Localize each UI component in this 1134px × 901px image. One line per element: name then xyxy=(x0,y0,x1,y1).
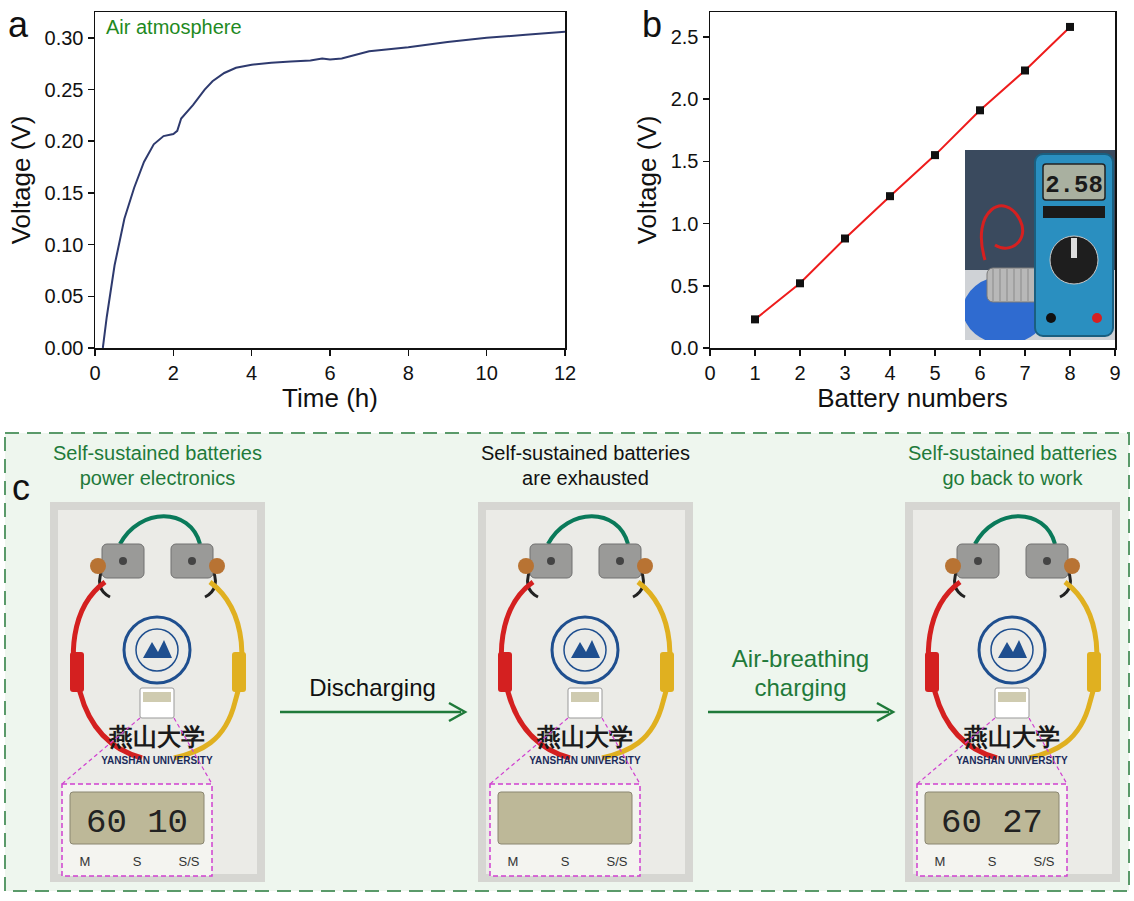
svg-text:2.58: 2.58 xyxy=(1045,172,1103,199)
svg-text:YANSHAN UNIVERSITY: YANSHAN UNIVERSITY xyxy=(956,755,1068,766)
svg-text:0.15: 0.15 xyxy=(45,182,84,204)
svg-text:power electronics: power electronics xyxy=(80,467,236,489)
svg-text:Self-sustained batteries: Self-sustained batteries xyxy=(481,442,690,464)
svg-text:2.5: 2.5 xyxy=(671,26,699,48)
svg-text:4: 4 xyxy=(884,362,895,384)
svg-text:are exhausted: are exhausted xyxy=(522,467,649,489)
svg-text:S/S: S/S xyxy=(1034,854,1055,869)
svg-text:S/S: S/S xyxy=(179,854,200,869)
svg-text:c: c xyxy=(12,467,30,508)
svg-text:Air atmosphere: Air atmosphere xyxy=(106,16,242,38)
svg-text:2.0: 2.0 xyxy=(671,88,699,110)
svg-text:8: 8 xyxy=(1064,362,1075,384)
svg-text:7: 7 xyxy=(1019,362,1030,384)
svg-text:Discharging: Discharging xyxy=(309,674,436,701)
svg-text:3: 3 xyxy=(839,362,850,384)
svg-text:M: M xyxy=(935,854,946,869)
svg-text:M: M xyxy=(508,854,519,869)
svg-text:6: 6 xyxy=(324,362,335,384)
svg-text:8: 8 xyxy=(403,362,414,384)
svg-text:0: 0 xyxy=(704,362,715,384)
svg-text:0.0: 0.0 xyxy=(671,337,699,359)
svg-text:S: S xyxy=(988,854,997,869)
svg-text:1.5: 1.5 xyxy=(671,150,699,172)
svg-text:0.00: 0.00 xyxy=(45,337,84,359)
svg-text:10: 10 xyxy=(476,362,498,384)
svg-text:5: 5 xyxy=(929,362,940,384)
svg-text:Self-sustained batteries: Self-sustained batteries xyxy=(53,442,262,464)
svg-text:6: 6 xyxy=(974,362,985,384)
svg-text:0.5: 0.5 xyxy=(671,275,699,297)
svg-text:2: 2 xyxy=(168,362,179,384)
svg-text:0.25: 0.25 xyxy=(45,79,84,101)
svg-text:a: a xyxy=(8,4,29,45)
svg-text:12: 12 xyxy=(554,362,576,384)
svg-text:S: S xyxy=(133,854,142,869)
svg-text:Self-sustained batteries: Self-sustained batteries xyxy=(908,442,1117,464)
svg-text:0: 0 xyxy=(89,362,100,384)
svg-text:YANSHAN UNIVERSITY: YANSHAN UNIVERSITY xyxy=(529,755,641,766)
svg-text:60 10: 60 10 xyxy=(86,804,188,842)
svg-text:4: 4 xyxy=(246,362,257,384)
svg-text:0.05: 0.05 xyxy=(45,285,84,307)
svg-text:燕山大学: 燕山大学 xyxy=(536,723,633,751)
svg-text:9: 9 xyxy=(1109,362,1120,384)
svg-text:S/S: S/S xyxy=(607,854,628,869)
svg-text:b: b xyxy=(642,4,662,45)
svg-text:go back to work: go back to work xyxy=(942,467,1083,489)
svg-text:0.30: 0.30 xyxy=(45,27,84,49)
svg-text:M: M xyxy=(80,854,91,869)
svg-text:60 27: 60 27 xyxy=(941,804,1043,842)
svg-text:燕山大学: 燕山大学 xyxy=(108,723,205,751)
svg-text:Air-breathing: Air-breathing xyxy=(732,645,869,672)
svg-text:S: S xyxy=(561,854,570,869)
svg-text:YANSHAN UNIVERSITY: YANSHAN UNIVERSITY xyxy=(101,755,213,766)
svg-text:0.10: 0.10 xyxy=(45,234,84,256)
svg-text:1.0: 1.0 xyxy=(671,213,699,235)
svg-text:燕山大学: 燕山大学 xyxy=(963,723,1060,751)
svg-text:2: 2 xyxy=(794,362,805,384)
svg-text:Voltage (V): Voltage (V) xyxy=(6,116,36,245)
svg-text:charging: charging xyxy=(754,674,846,701)
svg-text:Time (h): Time (h) xyxy=(282,384,378,414)
svg-text:0.20: 0.20 xyxy=(45,130,84,152)
svg-text:Battery numbers: Battery numbers xyxy=(817,384,1008,414)
svg-text:1: 1 xyxy=(749,362,760,384)
svg-text:Voltage (V): Voltage (V) xyxy=(632,116,662,245)
